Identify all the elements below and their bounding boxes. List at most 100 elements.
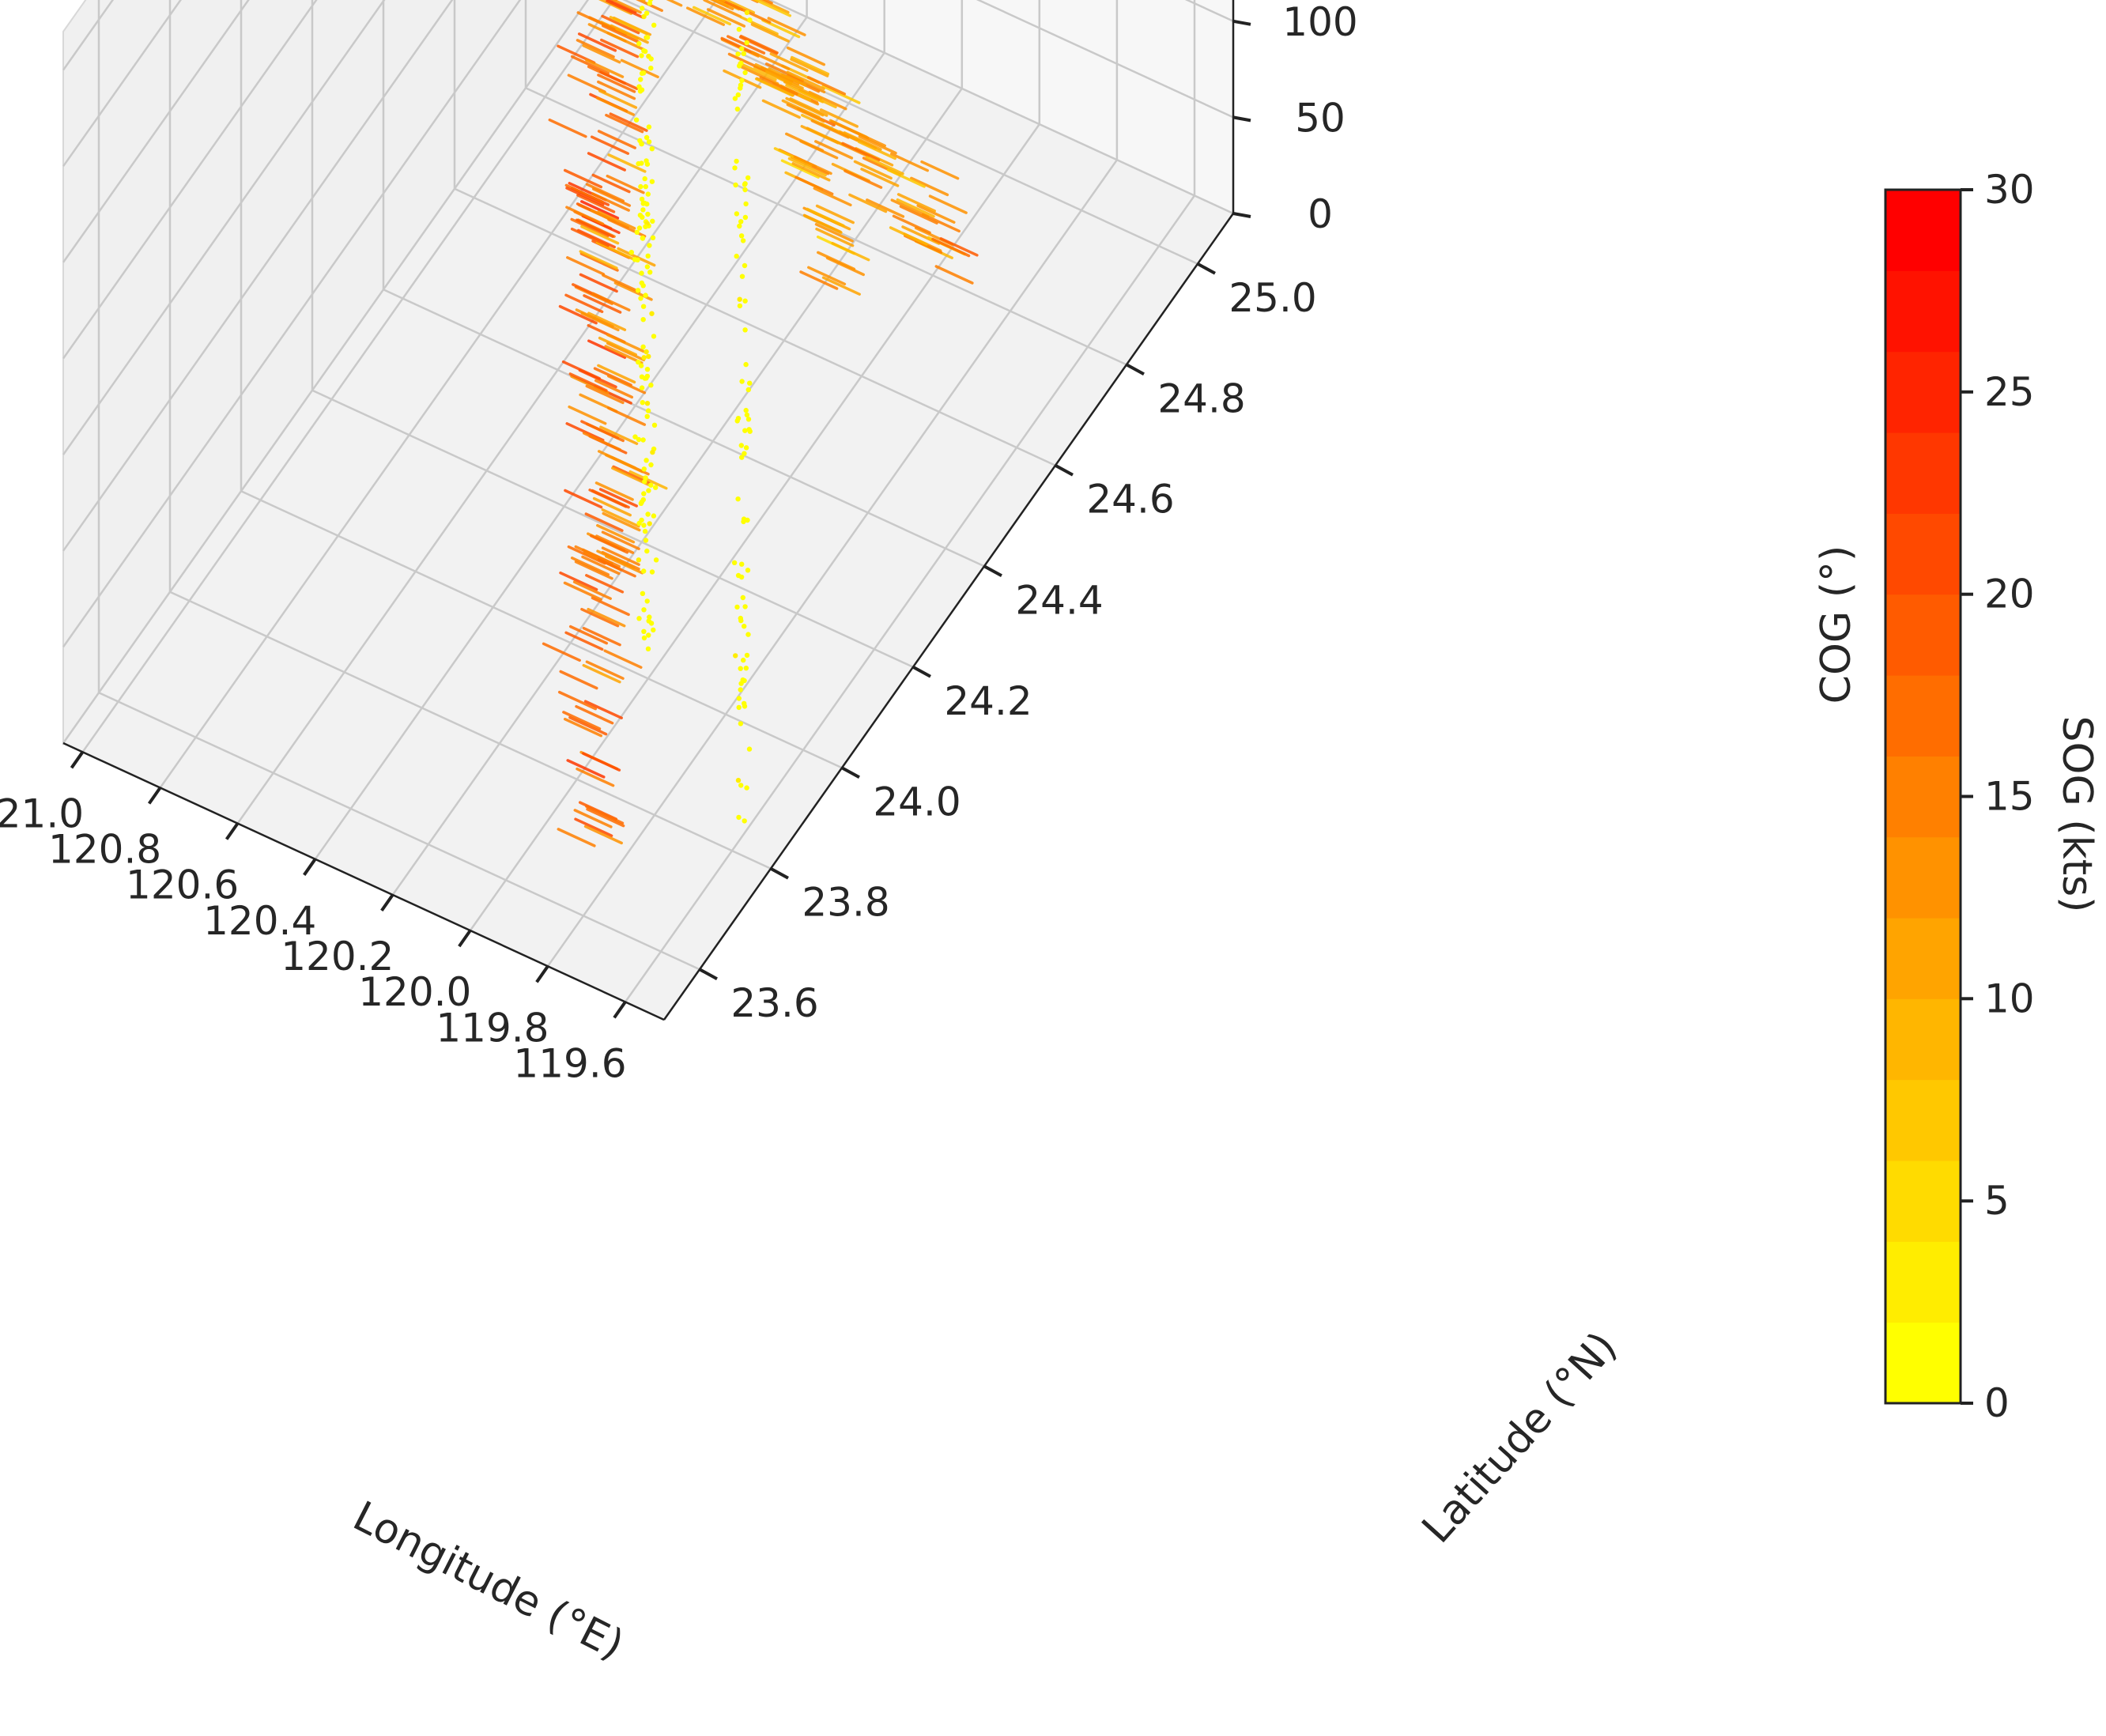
stationary-point [648,383,654,388]
stationary-point [639,196,645,202]
grid-line-z [62,0,182,168]
stationary-point [649,311,655,316]
trajectory-point [563,168,603,189]
stationary-point [644,413,650,419]
grid-line-y [454,187,1056,466]
colorbar-segment [1885,1079,1961,1161]
trajectory-point [780,159,820,179]
trajectory-point [786,46,826,66]
y-tick-label: 24.2 [944,678,1032,724]
stationary-point [734,604,740,610]
colorbar-tick-label: 15 [1984,774,2035,820]
trajectory-point [607,375,647,394]
trajectory-point [585,805,625,825]
stationary-point [651,627,656,633]
trajectory-point [582,43,621,64]
stationary-point [742,818,747,824]
stationary-point [644,35,651,40]
grid-line-z [62,0,454,552]
stationary-point [639,385,645,391]
trajectory-point [740,66,779,85]
trajectory-point [857,140,896,160]
grid-line-z [767,0,1234,215]
stationary-point [745,568,751,573]
grid-line-y [311,389,914,668]
trajectory-point [591,192,630,212]
data-points [542,0,979,847]
trajectory-point [787,157,827,177]
stationary-point [642,528,648,534]
trajectory-point [566,256,606,276]
stationary-point [738,687,743,693]
stationary-point [639,517,644,523]
stationary-point [744,652,750,659]
x-tick-label: 120.6 [126,862,239,908]
trajectory-point [595,240,635,261]
stationary-point [650,235,656,240]
trajectory-point [753,0,792,17]
trajectory-point [597,130,636,149]
trajectory-point [601,530,640,550]
stationary-point [641,491,647,496]
stationary-point [743,445,749,451]
stationary-point [640,400,645,406]
trajectory-point [597,80,636,100]
colorbar-segment [1885,513,1961,595]
trajectory-point [831,241,870,262]
trajectory-point [759,76,798,96]
stationary-point [747,380,753,386]
stationary-point [736,704,742,711]
stationary-point [639,374,645,379]
grid-line-x [546,159,1118,968]
stationary-point [640,591,646,596]
stationary-point [738,233,745,239]
stationary-point [738,82,744,88]
stationary-point [628,250,634,255]
x-tick-label: 120.8 [48,827,161,873]
trajectory-point [574,560,613,580]
y-tick [699,968,718,980]
trajectory-point [800,125,840,145]
y-axis-line [662,213,1235,1021]
trajectory-point [889,226,928,246]
trajectory-point [564,631,604,651]
stationary-point [738,219,744,225]
trajectory-point [585,384,625,405]
stationary-point [640,6,645,11]
colorbar-segment [1885,1322,1961,1404]
stationary-point [739,379,745,384]
trajectory-point [568,715,608,736]
trajectory-point [916,204,956,224]
y-tick-label: 23.6 [730,980,818,1026]
trajectory-point [819,108,859,128]
trajectory-point [597,364,636,384]
stationary-point [632,257,638,262]
trajectory-point [844,169,883,189]
grid-line-x [159,0,718,789]
z-axis-label: COG (°) [1813,545,1860,704]
stationary-point [742,262,748,269]
trajectory-point [606,406,647,426]
trajectory-point [794,175,834,196]
trajectory-point [798,89,837,109]
trajectory-point [890,198,930,218]
stationary-point [647,614,652,620]
trajectory-point [768,67,807,87]
colorbar-tick-label: 5 [1984,1178,2010,1224]
trajectory-point [727,52,767,73]
colorbar-tick-label: 0 [1984,1380,2010,1426]
trajectory-point [764,62,804,82]
stationary-point [649,179,655,184]
stationary-point [743,201,749,207]
trajectory-point [799,270,839,290]
trajectory-point [606,342,646,362]
stationary-point [740,677,745,683]
trajectory-point [791,162,831,182]
trajectory-point [564,293,604,314]
stationary-point [641,568,647,574]
stationary-point [648,482,654,488]
trajectory-point [585,660,625,680]
trajectory-point [739,34,779,55]
trajectory-point [584,512,624,532]
trajectory-point [557,828,596,847]
